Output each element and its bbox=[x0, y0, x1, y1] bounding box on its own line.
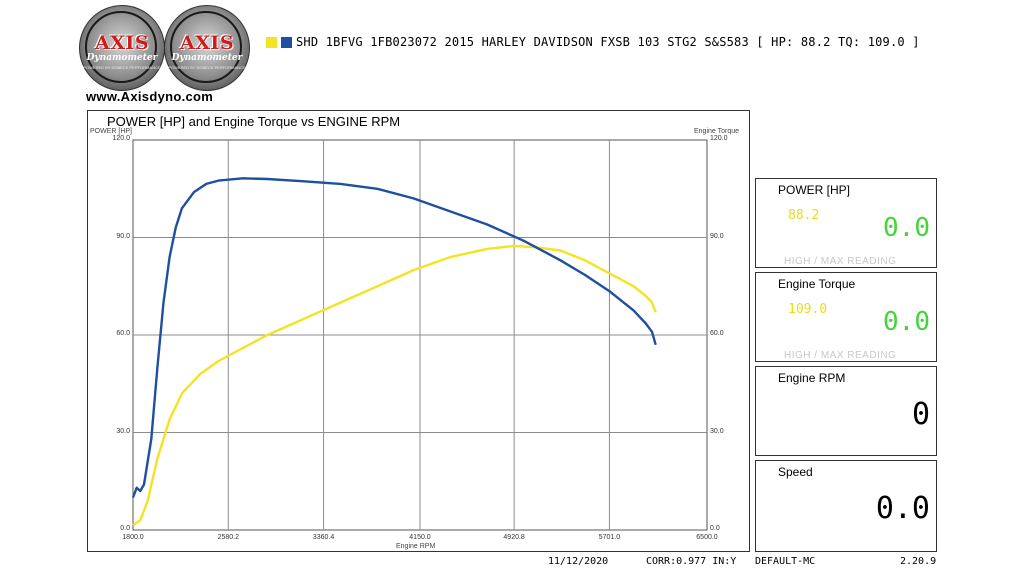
y-tick-label-right: 60.0 bbox=[710, 330, 724, 337]
logo-subtitle: Dynamometer bbox=[86, 53, 158, 63]
chart-frame bbox=[87, 110, 750, 552]
logo-tagline: POWERED BY DOBECK PERFORMANCE bbox=[83, 65, 161, 70]
logo-word: AXIS bbox=[94, 32, 150, 54]
rpm-panel: Engine RPM 0 bbox=[755, 366, 937, 456]
power-panel-title: POWER [HP] bbox=[778, 183, 851, 197]
torque-swatch bbox=[281, 36, 292, 48]
x-tick-label: 5701.0 bbox=[598, 534, 621, 541]
run-legend: SHD 1BFVG 1FB023072 2015 HARLEY DAVIDSON… bbox=[266, 35, 920, 49]
y-tick-label-right: 30.0 bbox=[710, 427, 724, 435]
power-swatch bbox=[266, 36, 277, 48]
logo-ring bbox=[170, 11, 242, 83]
x-tick-label: 2580.2 bbox=[217, 534, 239, 541]
profile-name: DEFAULT-MC bbox=[755, 556, 816, 567]
x-tick-label: 4150.0 bbox=[409, 534, 431, 541]
logo-ring bbox=[85, 11, 157, 83]
speed-panel-title: Speed bbox=[778, 465, 813, 479]
y-axis-label-left: POWER [HP] bbox=[90, 128, 133, 135]
torque-max-reading: 109.0 bbox=[788, 302, 828, 317]
y-tick-label-right: 120.0 bbox=[710, 135, 728, 142]
y-tick-label-right: 0.0 bbox=[710, 525, 720, 532]
chart-title: POWER [HP] and Engine Torque vs ENGINE R… bbox=[107, 114, 401, 129]
y-tick-label-left: 0.0 bbox=[120, 525, 130, 532]
power-current-value: 0.0 bbox=[883, 213, 930, 243]
speed-panel: Speed 0.0 bbox=[755, 460, 937, 552]
y-tick-label-left: 60.0 bbox=[116, 330, 130, 337]
torque-panel-title: Engine Torque bbox=[778, 277, 856, 291]
y-tick-label-left: 90.0 bbox=[116, 232, 130, 240]
website-link[interactable]: www.Axisdyno.com bbox=[86, 89, 214, 104]
power-panel-footer: HIGH / MAX READING bbox=[784, 256, 897, 267]
correction-factor: CORR:0.977 IN:Y bbox=[646, 556, 737, 567]
torque-panel: Engine Torque 109.0 0.0 HIGH / MAX READI… bbox=[755, 272, 937, 362]
power-max-reading: 88.2 bbox=[788, 208, 820, 223]
axis-logo: AXIS Dynamometer POWERED BY DOBECK PERFO… bbox=[164, 5, 250, 91]
axis-logo: AXIS Dynamometer POWERED BY DOBECK PERFO… bbox=[79, 5, 165, 91]
rpm-panel-title: Engine RPM bbox=[778, 371, 846, 385]
torque-current-value: 0.0 bbox=[883, 307, 930, 337]
y-tick-label-left: 30.0 bbox=[116, 427, 130, 435]
power-panel: POWER [HP] 88.2 0.0 HIGH / MAX READING bbox=[755, 178, 937, 268]
y-tick-label-right: 90.0 bbox=[710, 232, 724, 240]
y-axis-label-right: Engine Torque bbox=[694, 128, 740, 135]
x-tick-label: 3360.4 bbox=[312, 534, 335, 541]
x-axis-label: Engine RPM bbox=[396, 543, 436, 550]
x-tick-label: 1800.0 bbox=[122, 534, 144, 541]
version-number: 2.20.9 bbox=[900, 556, 937, 567]
x-tick-label: 6500.0 bbox=[696, 534, 718, 541]
x-tick-label: 4920.8 bbox=[503, 534, 525, 541]
y-tick-label-left: 120.0 bbox=[112, 135, 130, 142]
logo-word: AXIS bbox=[179, 32, 235, 54]
logo-tagline: POWERED BY DOBECK PERFORMANCE bbox=[168, 65, 246, 70]
rpm-current-value: 0 bbox=[911, 397, 930, 432]
speed-current-value: 0.0 bbox=[875, 491, 930, 526]
logo-subtitle: Dynamometer bbox=[171, 53, 243, 63]
run-label: SHD 1BFVG 1FB023072 2015 HARLEY DAVIDSON… bbox=[296, 35, 920, 49]
run-date: 11/12/2020 bbox=[548, 556, 609, 567]
torque-panel-footer: HIGH / MAX READING bbox=[784, 350, 897, 361]
